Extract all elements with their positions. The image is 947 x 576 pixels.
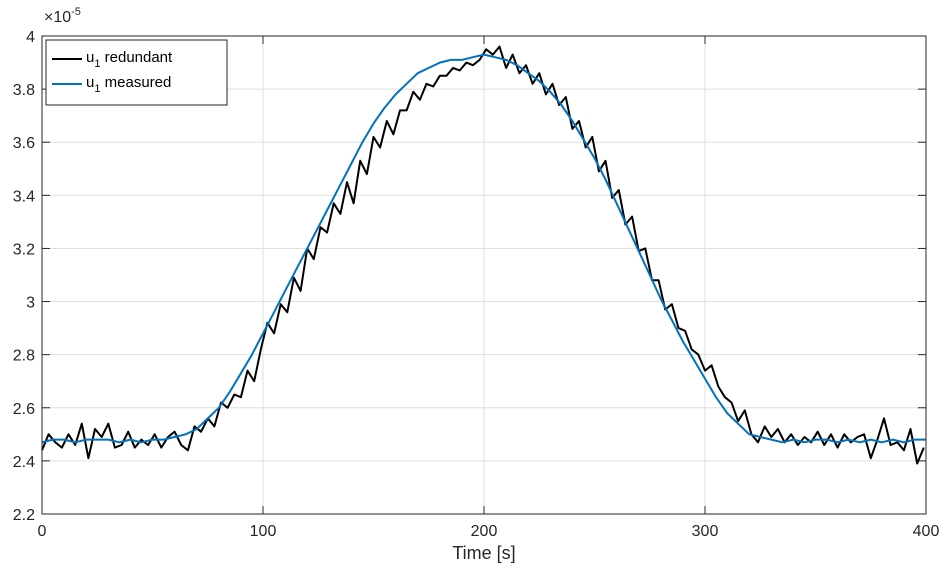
- y-tick-label: 3: [26, 295, 35, 312]
- x-tick-label: 300: [692, 523, 719, 540]
- y-tick-label: 3.2: [13, 241, 35, 258]
- axis-ticks: [41, 35, 927, 515]
- y-tick-label: 2.6: [13, 401, 35, 418]
- x-tick-label: 200: [471, 523, 498, 540]
- legend-box: [45, 39, 228, 106]
- series-line-1: [41, 53, 926, 444]
- x-axis-label: Time [s]: [452, 543, 515, 563]
- x-tick-labels: 0 100 200 300 400: [38, 523, 940, 540]
- y-tick-label: 2.2: [13, 507, 35, 524]
- y-tick-label: 3.8: [13, 82, 35, 99]
- x-tick-label: 0: [38, 523, 47, 540]
- legend-entry-measured: u1 measured: [86, 74, 171, 95]
- y-tick-labels: 2.2 2.4 2.6 2.8 3 3.2 3.4 3.6 3.8 4: [13, 29, 35, 524]
- legend: u1 redundant u1 measured: [45, 39, 228, 106]
- y-tick-label: 3.4: [13, 188, 35, 205]
- y-tick-label: 2.4: [13, 454, 35, 471]
- x-tick-label: 100: [250, 523, 277, 540]
- series-group: [41, 45, 926, 465]
- y-tick-label: 3.6: [13, 135, 35, 152]
- legend-entry-redundant: u1 redundant: [86, 49, 173, 70]
- y-tick-label: 4: [26, 29, 35, 46]
- x-tick-label: 400: [913, 523, 940, 540]
- y-tick-label: 2.8: [13, 348, 35, 365]
- y-exponent-label: ×10-5: [44, 6, 81, 26]
